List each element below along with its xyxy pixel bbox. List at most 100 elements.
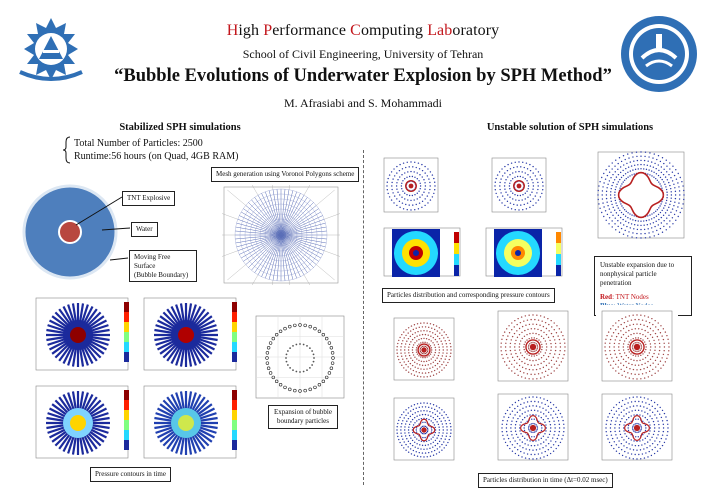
water-node	[633, 164, 636, 166]
water-node	[620, 203, 622, 205]
water-node	[416, 403, 419, 405]
water-node	[411, 175, 414, 178]
water-node	[660, 166, 663, 168]
water-node	[538, 353, 540, 355]
water-node	[406, 340, 408, 342]
unstable-plot-svg	[597, 151, 685, 239]
water-node	[657, 233, 660, 235]
water-node	[605, 431, 607, 433]
water-node	[443, 361, 445, 363]
water-node	[449, 342, 451, 345]
water-node	[419, 350, 422, 353]
water-node	[450, 346, 452, 348]
water-node	[388, 196, 391, 198]
boundary-particle	[330, 361, 335, 365]
boundary-particle-initial	[295, 343, 298, 346]
water-node	[516, 449, 519, 451]
water-node	[521, 398, 523, 400]
colorbar-segment	[124, 332, 129, 342]
water-node	[609, 364, 612, 366]
water-node	[435, 325, 438, 327]
colorbar-segment	[232, 430, 237, 440]
water-node	[434, 181, 436, 183]
water-node	[637, 168, 639, 170]
water-node	[442, 352, 444, 354]
water-node	[434, 431, 436, 434]
pressure-core	[178, 327, 194, 343]
water-node	[402, 358, 404, 360]
water-node	[626, 447, 628, 449]
water-node	[613, 447, 615, 450]
water-node	[528, 458, 530, 460]
water-node	[515, 352, 517, 355]
tnt-boundary	[519, 414, 546, 442]
water-node	[442, 349, 444, 351]
water-node	[404, 426, 406, 428]
mesh-ray	[280, 234, 286, 281]
water-node	[517, 454, 520, 457]
water-node	[640, 337, 642, 340]
water-node	[614, 197, 616, 199]
water-node	[529, 440, 531, 442]
mesh-outer-line	[227, 189, 246, 206]
water-node	[424, 165, 426, 168]
water-node	[426, 410, 428, 412]
water-node	[665, 438, 667, 440]
water-node	[544, 370, 547, 373]
water-node	[530, 431, 533, 433]
water-node	[442, 432, 444, 434]
water-node	[640, 458, 642, 460]
water-node	[615, 370, 617, 372]
water-node	[428, 359, 430, 362]
water-node	[654, 440, 656, 442]
water-node	[410, 453, 413, 455]
water-node	[427, 414, 429, 416]
water-node	[411, 444, 414, 447]
water-node	[386, 189, 388, 191]
water-node	[438, 346, 440, 348]
water-node	[532, 204, 534, 207]
water-node	[426, 342, 428, 344]
water-node	[543, 360, 545, 363]
water-node	[554, 349, 557, 352]
water-node	[612, 173, 614, 176]
water-node	[628, 443, 630, 445]
water-node	[629, 227, 632, 229]
water-node	[615, 159, 617, 161]
water-node	[632, 314, 634, 316]
water-node	[647, 331, 649, 334]
pressure-plot-2-svg	[143, 297, 237, 371]
water-node	[610, 197, 612, 199]
runtime: Runtime:56 hours (on Quad, 4GB RAM)	[74, 151, 239, 162]
water-node	[517, 399, 520, 402]
water-node	[422, 356, 424, 359]
water-node	[637, 337, 640, 339]
boundary-particle-initial	[306, 344, 308, 347]
colorbar-segment	[124, 440, 129, 450]
water-node	[421, 206, 423, 209]
water-node	[434, 364, 437, 367]
boundary-particle	[283, 326, 287, 331]
water-node	[631, 214, 633, 216]
water-node	[625, 354, 627, 357]
water-node	[408, 426, 410, 428]
water-node	[656, 410, 659, 412]
info-brace	[62, 136, 72, 164]
water-node	[553, 363, 555, 366]
water-node	[635, 418, 637, 420]
water-node	[643, 220, 645, 222]
water-node	[404, 192, 406, 194]
water-node	[404, 352, 406, 354]
boundary-particle	[329, 346, 334, 350]
water-node	[426, 368, 428, 370]
water-node	[657, 213, 660, 216]
water-node	[441, 334, 443, 337]
water-node	[557, 409, 560, 412]
water-node	[414, 361, 416, 364]
water-node	[412, 408, 415, 411]
water-node	[548, 362, 550, 364]
distribution-caption: Particles distribution and corresponding…	[382, 288, 555, 303]
water-node	[387, 192, 389, 195]
water-node	[441, 343, 444, 345]
water-node	[433, 344, 436, 346]
